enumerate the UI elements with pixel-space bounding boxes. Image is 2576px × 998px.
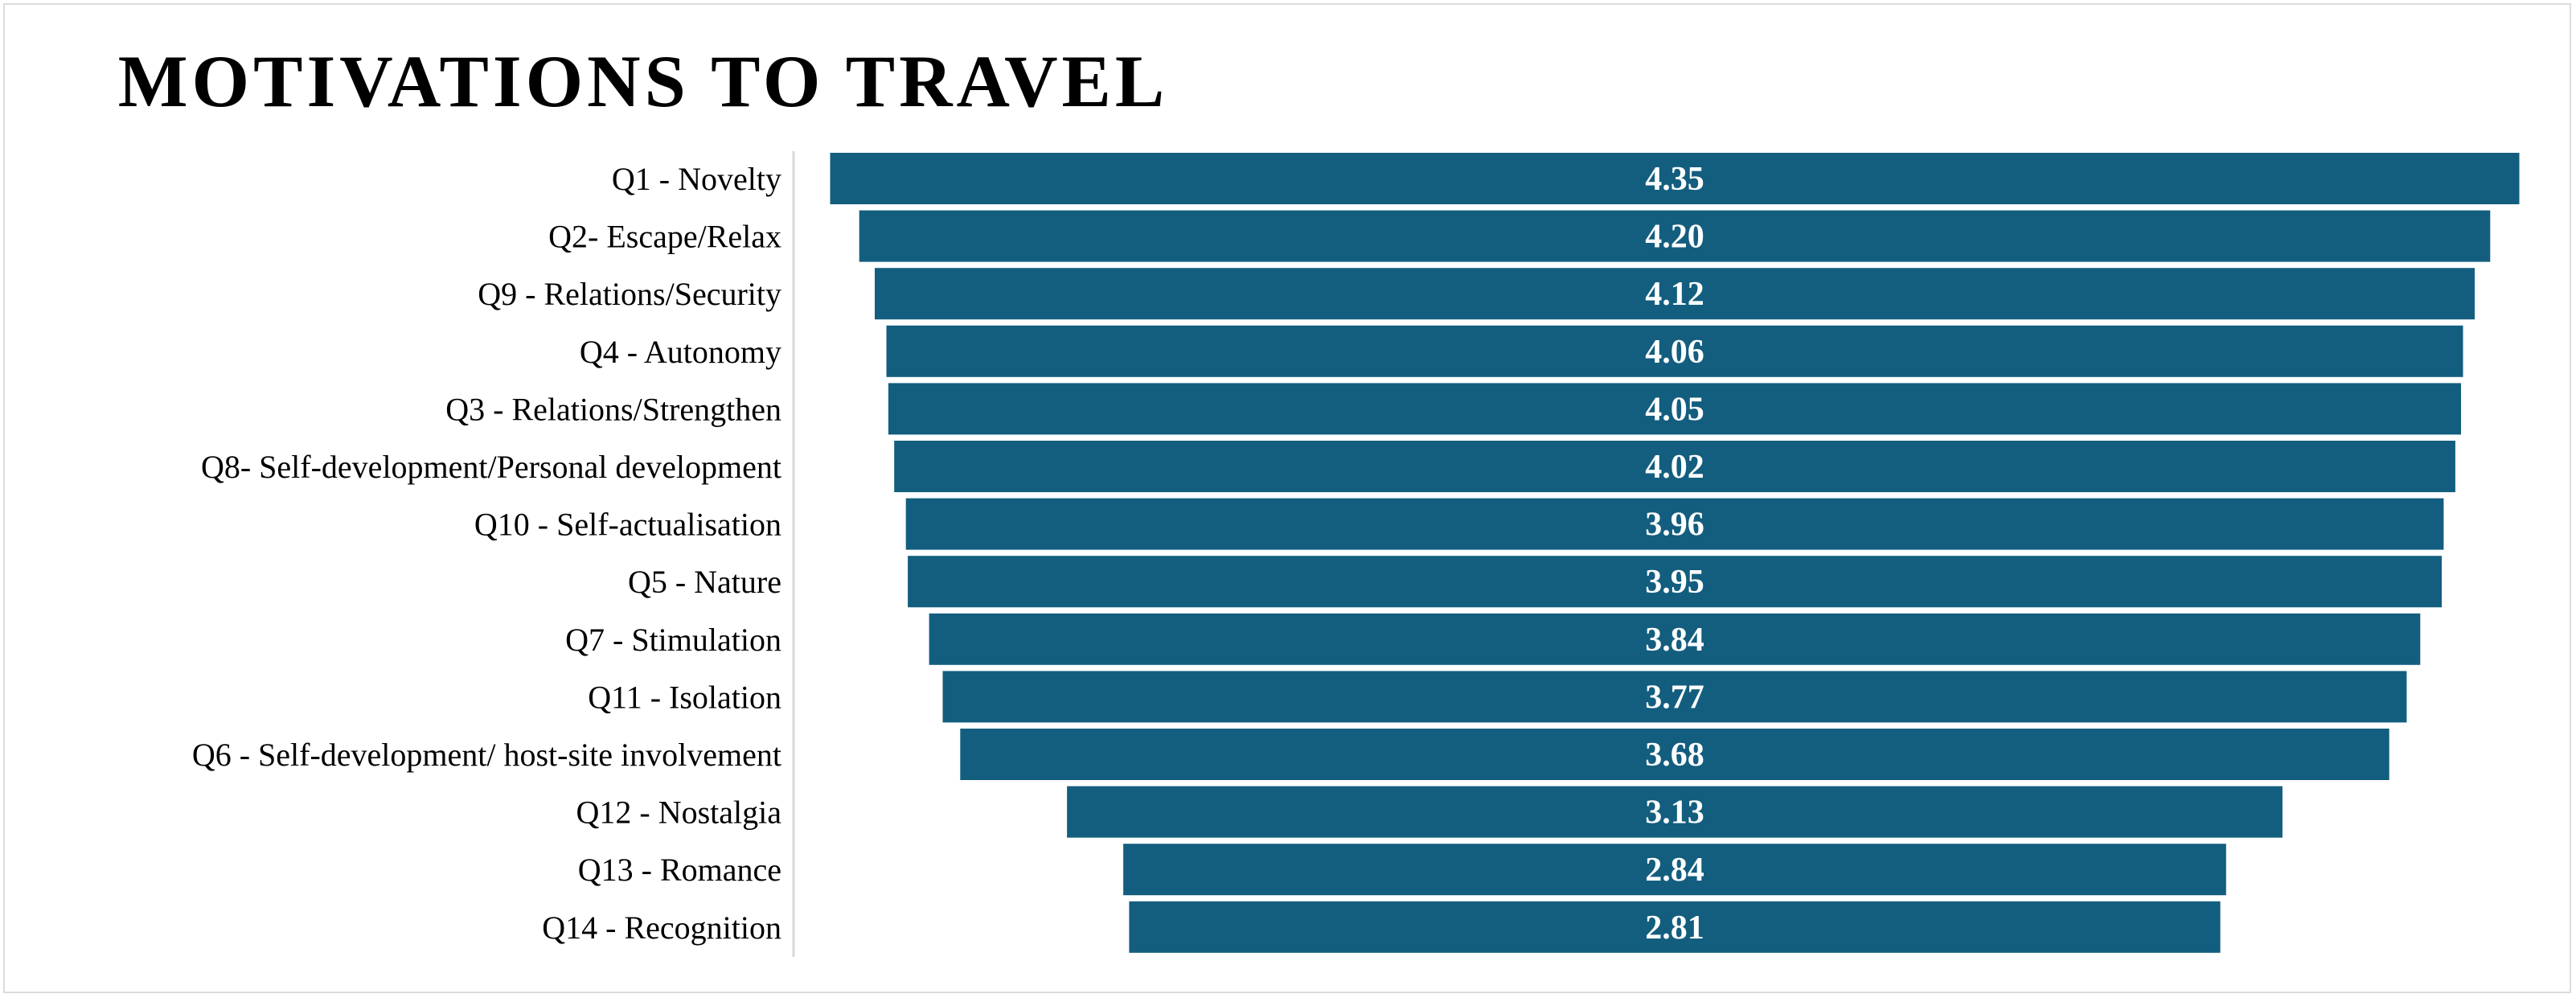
bar bbox=[960, 729, 2389, 780]
data-label: 4.05 bbox=[1645, 391, 1704, 428]
bar bbox=[859, 210, 2491, 262]
data-label: 3.13 bbox=[1645, 795, 1704, 832]
bars-group: 4.35 Q1 - Novelty 4.20 Q2- Escape/Relax 4.12… bbox=[192, 153, 2520, 953]
bar bbox=[888, 383, 2461, 435]
category-label: Q14 - Recognition bbox=[542, 910, 781, 946]
bar bbox=[942, 671, 2407, 723]
data-label: 4.20 bbox=[1645, 219, 1704, 256]
category-label: Q3 - Relations/Strengthen bbox=[445, 391, 781, 427]
bar bbox=[908, 556, 2442, 608]
bar bbox=[830, 153, 2520, 204]
data-label: 3.84 bbox=[1645, 622, 1704, 659]
bar bbox=[929, 613, 2421, 665]
data-label: 3.96 bbox=[1645, 507, 1704, 544]
data-label: 4.35 bbox=[1645, 161, 1704, 198]
bar bbox=[1067, 786, 2283, 838]
data-label: 4.06 bbox=[1645, 334, 1704, 371]
data-label: 4.12 bbox=[1645, 276, 1704, 313]
category-label: Q4 - Autonomy bbox=[580, 334, 781, 370]
category-label: Q6 - Self-development/ host-site involve… bbox=[192, 737, 781, 773]
data-label: 3.68 bbox=[1645, 737, 1704, 774]
category-label: Q5 - Nature bbox=[628, 564, 781, 600]
bar bbox=[905, 498, 2444, 550]
category-label: Q7 - Stimulation bbox=[565, 622, 781, 658]
category-label: Q2- Escape/Relax bbox=[548, 219, 781, 255]
category-label: Q12 - Nostalgia bbox=[576, 795, 781, 831]
bar bbox=[1129, 901, 2221, 953]
bar bbox=[875, 268, 2475, 320]
data-label: 2.84 bbox=[1645, 852, 1704, 889]
category-label: Q1 - Novelty bbox=[612, 161, 781, 197]
bar bbox=[886, 325, 2463, 377]
data-label: 3.95 bbox=[1645, 564, 1704, 601]
bar bbox=[1123, 844, 2226, 896]
category-label: Q13 - Romance bbox=[578, 852, 781, 888]
category-label: Q10 - Self-actualisation bbox=[474, 507, 781, 543]
data-label: 4.02 bbox=[1645, 449, 1704, 486]
data-label: 3.77 bbox=[1645, 679, 1704, 716]
category-label: Q8- Self-development/Personal developmen… bbox=[201, 449, 781, 485]
category-label: Q9 - Relations/Security bbox=[478, 276, 781, 312]
bar bbox=[894, 441, 2455, 492]
data-label: 2.81 bbox=[1645, 910, 1704, 947]
category-label: Q11 - Isolation bbox=[588, 679, 781, 715]
chart-title: MOTIVATIONS TO TRAVEL bbox=[117, 40, 1169, 122]
